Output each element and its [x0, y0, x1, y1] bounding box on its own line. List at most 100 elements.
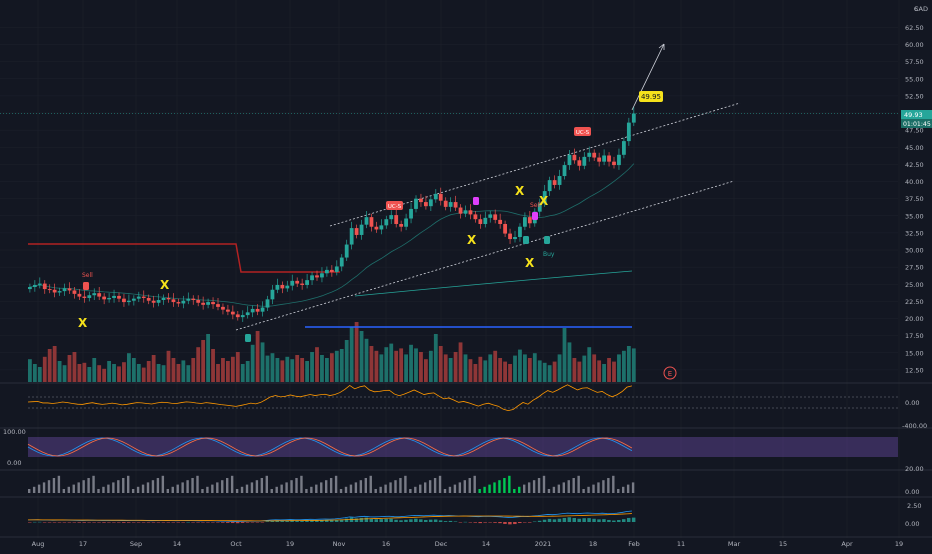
candle-body-0	[28, 287, 32, 290]
volume-bar-32	[186, 365, 191, 382]
candle-body-67	[359, 224, 364, 235]
osc4-hist-101	[527, 522, 532, 523]
osc3-bar-93	[488, 484, 491, 493]
osc4-hist-98	[513, 522, 517, 525]
volume-bar-66	[354, 322, 359, 382]
osc4-hist-48	[265, 521, 270, 522]
candle-body-47	[260, 307, 265, 312]
osc4-hist-108	[562, 517, 567, 522]
osc4-hist-36	[206, 522, 210, 523]
osc4-hist-114	[592, 518, 596, 522]
volume-bar-81	[428, 350, 433, 382]
osc3-bar-28	[166, 489, 169, 493]
osc4-hist-8	[67, 522, 72, 523]
volume-bar-93	[488, 354, 493, 382]
candle-body-114	[592, 152, 597, 158]
top-tick: 6	[914, 5, 918, 13]
osc4-hist-22	[136, 522, 141, 523]
volume-bar-13	[92, 358, 97, 382]
candle-body-24	[146, 297, 151, 301]
osc3-bar-50	[275, 486, 278, 493]
osc3-bar-96	[503, 478, 506, 493]
time-tick-5: 19	[286, 540, 294, 548]
candle-body-57	[310, 275, 314, 281]
candle-body-94	[493, 214, 498, 220]
candle-body-104	[542, 191, 547, 204]
earnings-marker[interactable]	[663, 366, 677, 380]
candle-body-110	[572, 154, 577, 161]
osc3-bar-69	[369, 475, 372, 493]
candle-body-46	[255, 308, 260, 312]
osc1-tick-0: 0.00	[905, 399, 919, 407]
osc3-bar-86	[453, 484, 457, 493]
osc4-hist-54	[295, 520, 299, 522]
candle-body-3	[42, 283, 47, 290]
volume-bar-87	[458, 342, 463, 382]
osc4-hist-2	[37, 521, 42, 523]
signals	[83, 197, 550, 342]
osc3-bar-120	[622, 486, 625, 493]
candle-body-54	[295, 280, 300, 284]
time-tick-2: Sep	[130, 540, 142, 548]
x-mark-6: X	[525, 256, 535, 270]
candles	[28, 107, 636, 322]
candle-body-117	[607, 155, 611, 162]
candle-body-6	[57, 291, 62, 293]
grid	[0, 0, 932, 538]
osc4-hist-90	[473, 522, 477, 523]
volume-bar-101	[527, 358, 532, 382]
volume-bar-39	[221, 358, 225, 382]
uc-s-badge-1	[386, 201, 403, 210]
price-axis[interactable]: 62.5060.0057.5055.0052.5050.0047.5045.00…	[905, 24, 924, 375]
price-tick-4: 52.50	[905, 92, 924, 100]
currency-label[interactable]: CAD	[914, 5, 928, 13]
osc4-hist-74	[394, 519, 398, 522]
volume-bar-16	[107, 361, 111, 382]
osc4-hist-70	[374, 519, 378, 522]
candle-body-122	[631, 113, 636, 123]
osc3-bar-104	[542, 475, 546, 493]
osc3-bar-7	[62, 489, 66, 493]
signal-pin-1	[473, 197, 479, 205]
osc3-bar-59	[320, 482, 323, 493]
candle-body-113	[587, 152, 592, 157]
osc4-hist-30	[176, 522, 180, 523]
candle-body-82	[433, 193, 438, 200]
osc4-hist-41	[230, 522, 235, 524]
osc4-hist-63	[339, 519, 344, 522]
osc4-hist-3	[42, 522, 47, 523]
volume-bar-38	[216, 364, 220, 382]
volume-bar-102	[532, 353, 537, 382]
volume-bar-71	[379, 354, 384, 382]
time-tick-16: Apr	[841, 540, 853, 548]
volume-bar-114	[592, 354, 597, 382]
candle-body-56	[305, 280, 309, 285]
projection-arrow-head	[658, 43, 665, 50]
volume-bar-79	[419, 352, 423, 382]
candle-body-33	[191, 298, 196, 301]
candle-body-5	[52, 289, 57, 293]
sell-label-1: Sell	[82, 272, 93, 279]
volume-bar-56	[305, 361, 309, 382]
price-tick-17: 20.00	[905, 315, 924, 323]
target-price-badge	[639, 91, 663, 102]
volume-bar-76	[404, 354, 408, 382]
osc3-bar-56	[305, 489, 308, 493]
osc4-hist-47	[260, 522, 265, 523]
countdown-badge	[901, 119, 932, 128]
osc4-hist-87	[458, 522, 463, 523]
price-tick-3: 55.00	[905, 75, 924, 83]
time-axis[interactable]: Aug 17 Sep 14 Oct 19 Nov 16 Dec 14 2021 18 Feb 11 Mar 1…	[32, 540, 903, 548]
countdown-value: 01:01:45	[903, 121, 931, 128]
candle-body-40	[226, 309, 230, 312]
candle-body-44	[245, 312, 250, 316]
osc3-bar-39	[221, 480, 224, 493]
volume-bar-86	[453, 352, 458, 382]
osc4-hist-118	[612, 520, 616, 522]
osc3-bar-30	[176, 484, 179, 493]
volume-bar-12	[87, 367, 92, 382]
price-tick-2: 57.50	[905, 58, 924, 66]
osc4-hist-59	[320, 520, 324, 522]
